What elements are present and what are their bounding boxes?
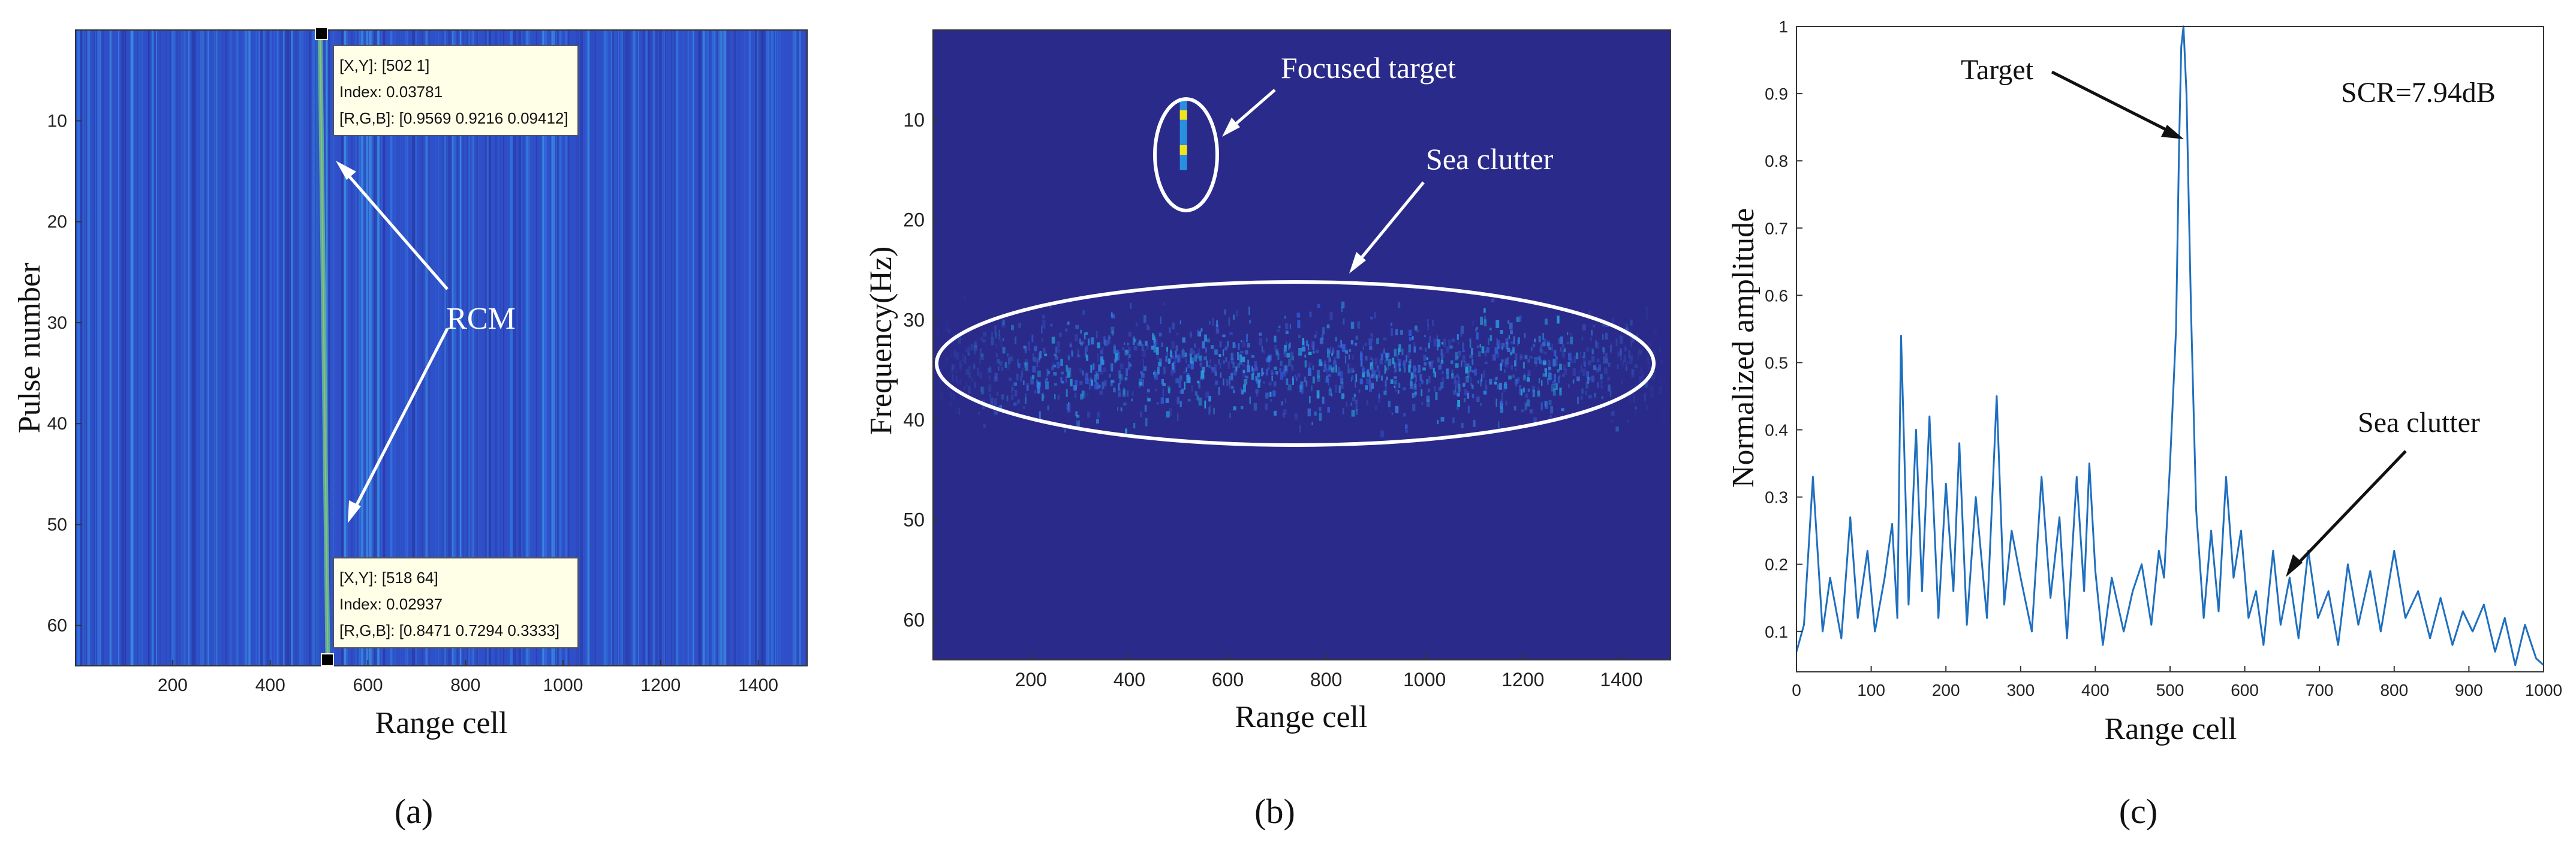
panel-c-x-tick-label: 1000 [2525,681,2562,699]
panel-a-y-tick-label: 40 [47,414,67,434]
panel-b-x-tick-label: 600 [1212,669,1244,690]
panel-b-frame [932,29,1671,660]
panel-a-rcm-arrow-up [336,161,449,290]
panel-c-y-tick-label: 0.1 [1765,623,1788,641]
panel-a-y-tick-label: 30 [47,313,67,333]
panel-c-x-tick-label: 500 [2156,681,2184,699]
panel-c-target-label: Target [1961,54,2034,86]
panel-a-datatip-bottom: [X,Y]: [518 64] Index: 0.02937 [R,G,B]: … [333,557,579,648]
panel-a-rcm-arrow-down [348,328,449,523]
panel-a-caption: (a) [395,792,433,831]
panel-c-y-tick-label: 0.6 [1765,286,1788,305]
panel-c-x-tick-label: 600 [2231,681,2259,699]
panel-a-y-tick-label: 60 [47,616,67,636]
datatip-top-index: Index: 0.03781 [339,83,443,101]
panel-a-datatip-top-marker [315,27,328,40]
panel-c-y-tick-label: 0.5 [1765,353,1788,372]
panel-c-clutter-label: Sea clutter [2358,407,2480,438]
panel-a-x-tick-label: 800 [450,675,480,695]
panel-b-y-axis-label: Frequency(Hz) [864,247,898,435]
panel-b-target-arrow [1222,89,1276,137]
panel-b-x-tick-label: 800 [1310,669,1342,690]
panel-b-target-peak [1179,110,1187,120]
panel-c-series-line [1795,25,2545,666]
datatip-top-xy: [X,Y]: [502 1] [339,56,429,74]
panel-b-background [933,30,1671,660]
panel-b-plot-area [933,30,1671,660]
panel-b-x-tick-label: 200 [1015,669,1047,690]
panel-a-x-tick-label: 1400 [738,675,778,695]
panel-b-x-ticks: 200 400 600 800 1000 1200 1400 [1015,654,1643,690]
panel-a-datatip-bottom-marker [321,653,334,666]
panel-c-y-tick-label: 0.3 [1765,488,1788,507]
panel-c-y-tick-label: 0.8 [1765,152,1788,170]
datatip-bottom-rgb: [R,G,B]: [0.8471 0.7294 0.3333] [339,621,559,639]
panel-c-caption: (c) [2119,792,2157,831]
panel-a-y-tick-label: 20 [47,212,67,232]
panel-b-y-tick-label: 40 [903,409,925,431]
panel-c-target-arrow [2051,70,2184,139]
panel-b-target-peak [1179,145,1187,155]
panel-a-x-tick-label: 600 [353,675,383,695]
panel-c-x-ticks: 0 100 200 300 400 500 600 700 800 900 1000 [1792,666,2562,699]
panel-b-x-tick-label: 1200 [1501,669,1544,690]
panel-b-y-tick-label: 60 [903,609,925,630]
panel-c-x-tick-label: 700 [2306,681,2334,699]
panel-c-y-tick-label: 0.2 [1765,555,1788,574]
panel-b-clutter-label: Sea clutter [1426,142,1554,176]
panel-b-x-tick-label: 1400 [1600,669,1642,690]
panel-b-x-axis-label: Range cell [1235,700,1368,734]
panel-c-x-tick-label: 300 [2006,681,2035,699]
panel-a-x-tick-label: 1200 [640,675,681,695]
panel-a-datatip-top: [X,Y]: [502 1] Index: 0.03781 [R,G,B]: [… [333,45,579,136]
panel-a-y-tick-label: 10 [47,111,67,131]
panel-c-y-axis-label: Normalized amplitude [1726,208,1761,488]
panel-c-line-chart: 0 100 200 300 400 500 600 700 800 900 1000 0.10.20… [1726,17,2562,831]
panel-b-x-tick-label: 400 [1114,669,1145,690]
panel-c-y-ticks: 0.1 0.2 0.3 0.4 0.5 0.6 0.7 0.8 0.9 1 [1765,17,1802,641]
panel-a-frame [75,29,808,666]
panel-b-target-ellipse [1153,97,1219,212]
panel-b-clutter-arrow [1349,181,1425,274]
panel-a-x-ticks: 200 400 600 800 1000 1200 1400 [158,660,778,695]
panel-a-x-tick-label: 1000 [543,675,583,695]
panel-a-y-axis-label: Pulse number [13,263,47,434]
panel-c-y-tick-label: 0.7 [1765,219,1788,238]
panel-c-plot-area [1795,25,2545,666]
panel-b-y-tick-label: 50 [903,509,925,531]
panel-a-rcm-label: RCM [446,302,516,336]
panel-b-target-label: Focused target [1281,51,1456,85]
panel-c-x-axis-label: Range cell [2105,712,2237,746]
panel-c-x-tick-label: 800 [2380,681,2408,699]
panel-a-x-axis-label: Range cell [375,706,508,740]
panel-c-x-tick-label: 900 [2455,681,2483,699]
panel-a-y-tick-label: 50 [47,515,67,534]
panel-c-x-tick-label: 200 [1932,681,1960,699]
panel-c-clutter-arrow [2286,450,2407,577]
panel-b-y-tick-label: 30 [903,309,925,331]
panel-c-y-tick-label: 0.9 [1765,85,1788,103]
panel-c-x-tick-label: 0 [1792,681,1801,699]
panel-b-clutter-ellipse [935,280,1656,447]
panel-a-x-tick-label: 400 [255,675,285,695]
panel-b-y-tick-label: 10 [903,109,925,131]
panel-c-x-tick-label: 400 [2081,681,2109,699]
panel-a-x-tick-label: 200 [158,675,188,695]
panel-b-x-tick-label: 1000 [1403,669,1446,690]
panel-b-y-ticks: 10 20 30 40 50 60 [903,109,939,630]
panel-b-caption: (b) [1254,792,1295,831]
panel-b-y-tick-label: 20 [903,209,925,231]
panel-a-heatmap: 200 400 600 800 1000 1200 1400 10 20 30 40 50 60 Ra… [13,27,808,831]
panel-a-y-ticks: 10 20 30 40 50 60 [47,111,82,636]
panel-c-x-tick-label: 100 [1857,681,1885,699]
panel-c-y-tick-label: 1 [1778,17,1788,36]
panel-b-heatmap: 200 400 600 800 1000 1200 1400 10 20 30 40 50 60 Ra… [864,29,1671,831]
panel-c-y-tick-label: 0.4 [1765,421,1788,440]
datatip-bottom-index: Index: 0.02937 [339,595,443,613]
datatip-top-rgb: [R,G,B]: [0.9569 0.9216 0.09412] [339,109,568,127]
panel-c-scr-label: SCR=7.94dB [2341,77,2496,109]
datatip-bottom-xy: [X,Y]: [518 64] [339,569,438,587]
